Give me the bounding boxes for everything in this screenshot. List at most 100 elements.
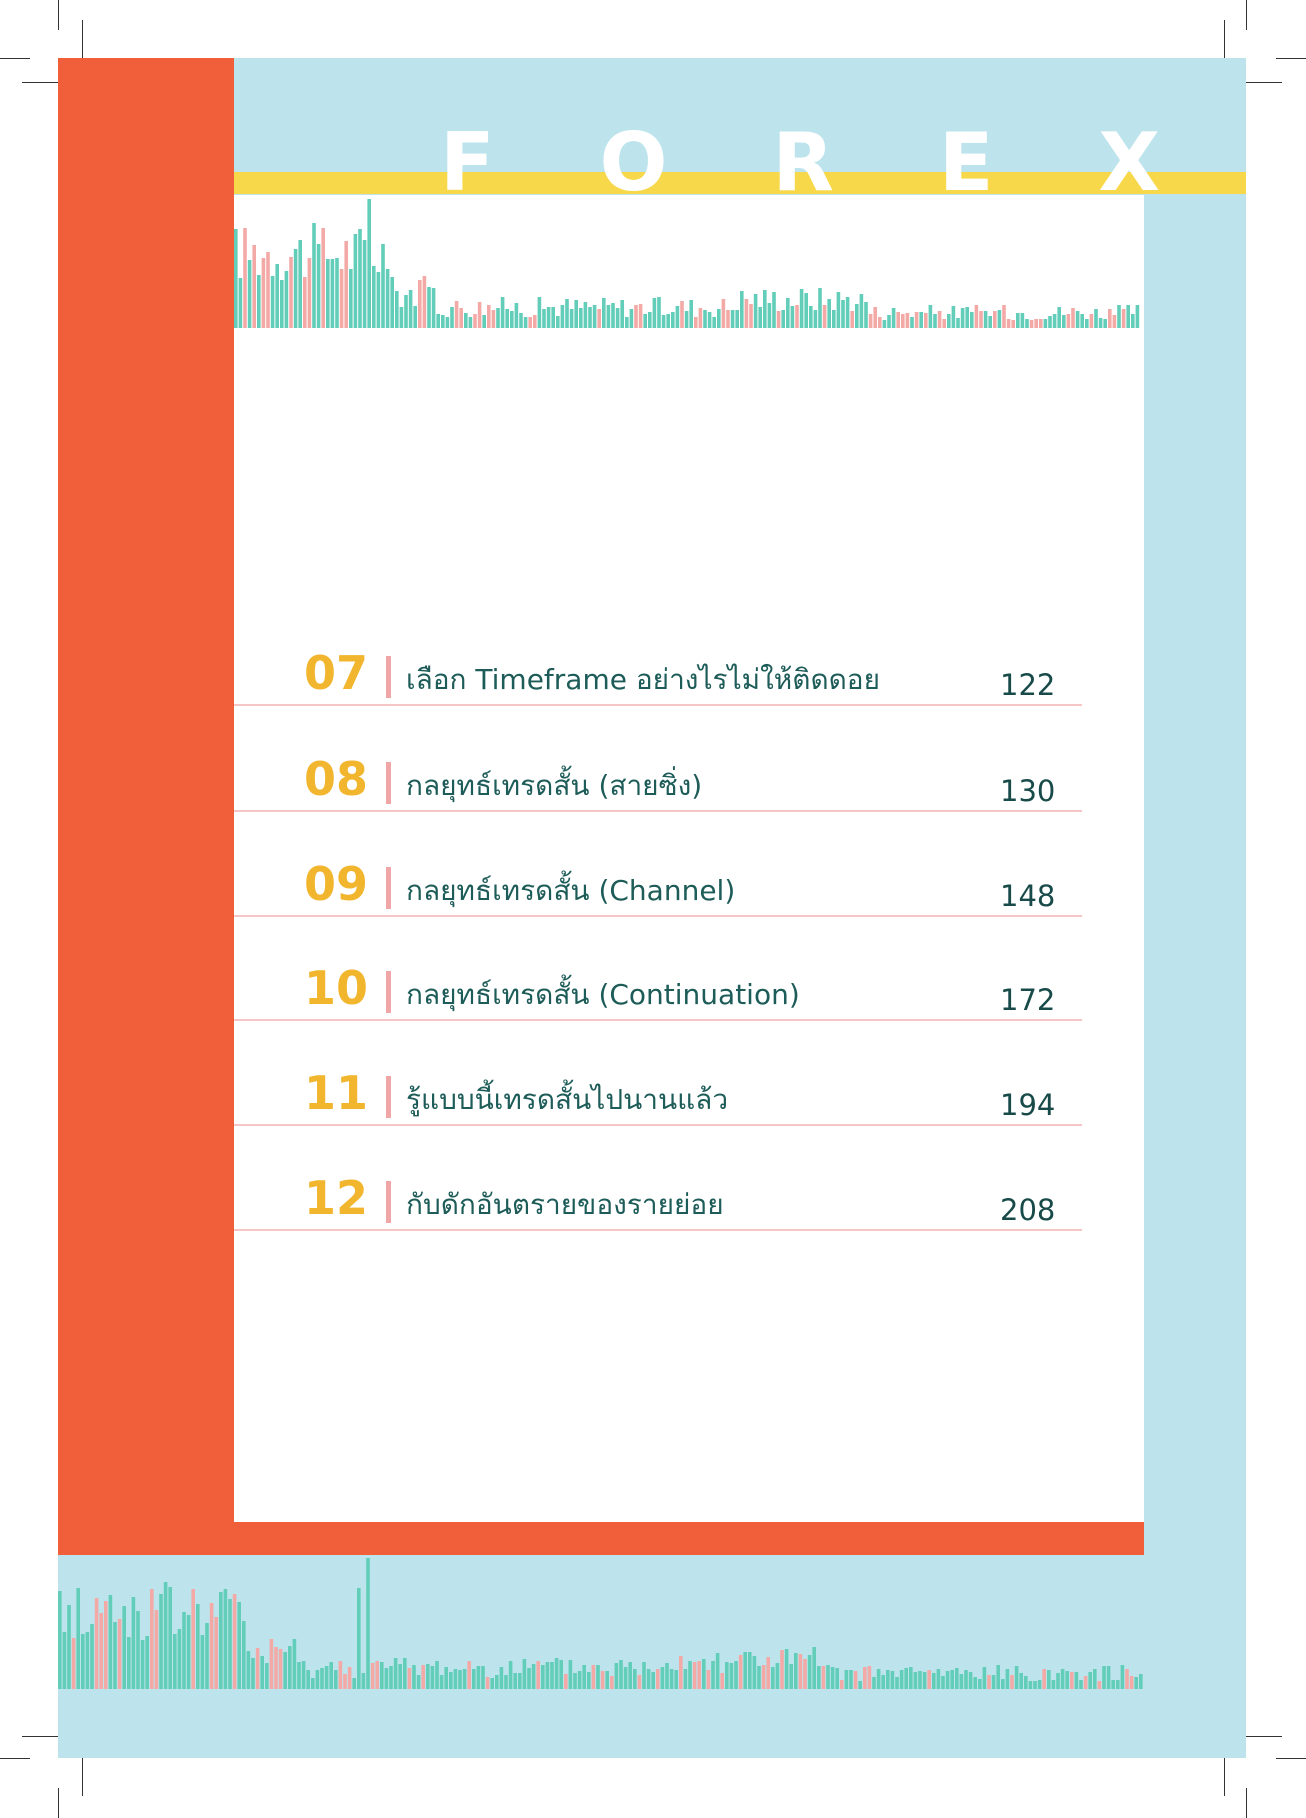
decorative-bar bbox=[583, 302, 588, 328]
decorative-bar bbox=[1083, 1676, 1088, 1689]
chapter-title: กลยุทธ์เทรดสั้น (Channel) bbox=[406, 874, 736, 907]
decorative-bar bbox=[366, 1558, 370, 1689]
decorative-bar bbox=[545, 1662, 550, 1689]
decorative-bar bbox=[390, 277, 394, 328]
decorative-bar bbox=[850, 311, 854, 328]
toc-item[interactable]: 08 กลยุทธ์เทรดสั้น (สายซิ่ง) 130 bbox=[234, 726, 1082, 812]
chapter-title: รู้แบบนี้เทรดสั้นไปนานแล้ว bbox=[406, 1083, 729, 1116]
decorative-bar bbox=[813, 310, 818, 328]
decorative-bar bbox=[450, 307, 454, 328]
decorative-bar bbox=[528, 317, 532, 328]
row-divider bbox=[234, 704, 1082, 706]
decorative-bar bbox=[140, 1640, 145, 1689]
decorative-bar bbox=[154, 1610, 159, 1689]
decorative-bar bbox=[835, 1668, 839, 1689]
decorative-bar bbox=[643, 314, 647, 328]
decorative-bar bbox=[596, 1665, 600, 1689]
decorative-bar bbox=[606, 305, 611, 328]
decorative-bar bbox=[1001, 1679, 1005, 1689]
decorative-bar bbox=[587, 1672, 591, 1689]
decorative-bar bbox=[1108, 309, 1112, 328]
toc-item[interactable]: 10 กลยุทธ์เทรดสั้น (Continuation) 172 bbox=[234, 935, 1082, 1021]
decorative-bar bbox=[602, 298, 606, 328]
decorative-bar bbox=[421, 1665, 425, 1689]
decorative-bar bbox=[99, 1613, 103, 1689]
decorative-bar bbox=[407, 1668, 412, 1689]
decorative-bar bbox=[744, 299, 749, 328]
decorative-bar bbox=[740, 291, 744, 328]
decorative-bar bbox=[688, 1661, 692, 1689]
toc-item[interactable]: 07 เลือก Timeframe อย่างไรไม่ให้ติดดอย 1… bbox=[234, 620, 1082, 706]
decorative-bar bbox=[413, 306, 417, 328]
chapter-number: 07 bbox=[304, 646, 369, 700]
crop-mark bbox=[82, 1756, 83, 1796]
decorative-bar bbox=[895, 1677, 899, 1689]
decorative-bar-pattern-top bbox=[234, 199, 1140, 328]
chapter-number: 09 bbox=[304, 857, 369, 911]
decorative-bar bbox=[352, 1678, 356, 1689]
decorative-bar bbox=[864, 302, 868, 328]
decorative-bar bbox=[809, 306, 813, 328]
toc-item[interactable]: 09 กลยุทธ์เทรดสั้น (Channel) 148 bbox=[234, 831, 1082, 917]
decorative-bar bbox=[568, 1660, 573, 1689]
decorative-bar bbox=[491, 310, 496, 328]
decorative-bar bbox=[1126, 305, 1130, 328]
decorative-bar bbox=[766, 1657, 770, 1689]
decorative-bar bbox=[1029, 320, 1034, 328]
decorative-bar bbox=[991, 1675, 996, 1689]
decorative-bar bbox=[500, 297, 505, 328]
decorative-bar bbox=[403, 1658, 407, 1689]
decorative-bar bbox=[551, 307, 555, 328]
page-number: 122 bbox=[1000, 668, 1056, 702]
decorative-bar bbox=[550, 1662, 554, 1689]
decorative-bar bbox=[445, 317, 450, 328]
decorative-bar bbox=[1134, 1677, 1138, 1689]
decorative-bar bbox=[955, 1668, 959, 1689]
decorative-bar bbox=[431, 288, 436, 328]
decorative-bar bbox=[1089, 314, 1094, 328]
decorative-bar bbox=[565, 299, 569, 328]
decorative-bar bbox=[177, 1629, 182, 1689]
decorative-bar bbox=[826, 1665, 830, 1689]
decorative-bar bbox=[467, 1661, 471, 1689]
decorative-bar bbox=[297, 1662, 301, 1689]
decorative-bar bbox=[1106, 1666, 1111, 1689]
decorative-bar bbox=[1131, 314, 1135, 328]
decorative-bar bbox=[556, 316, 560, 328]
decorative-bar bbox=[1139, 1674, 1143, 1689]
decorative-bar bbox=[666, 314, 670, 328]
decorative-bar bbox=[542, 309, 546, 328]
decorative-bar bbox=[611, 303, 615, 328]
decorative-bar bbox=[108, 1595, 113, 1689]
decorative-bar bbox=[459, 308, 463, 328]
decorative-bar bbox=[329, 1662, 333, 1689]
decorative-bar bbox=[1093, 1669, 1097, 1689]
decorative-bar bbox=[487, 305, 491, 328]
decorative-bar bbox=[384, 1668, 389, 1689]
decorative-bar bbox=[395, 291, 399, 328]
decorative-bar bbox=[338, 1661, 343, 1689]
decorative-bar bbox=[933, 314, 937, 328]
toc-item[interactable]: 11 รู้แบบนี้เทรดสั้นไปนานแล้ว 194 bbox=[234, 1040, 1082, 1126]
decorative-bar bbox=[1020, 313, 1025, 328]
decorative-bar bbox=[439, 1675, 444, 1689]
decorative-bar bbox=[646, 1669, 651, 1689]
decorative-bar bbox=[656, 1669, 660, 1689]
decorative-bar bbox=[620, 300, 624, 328]
decorative-bar bbox=[927, 1670, 931, 1689]
decorative-bar bbox=[1028, 1681, 1033, 1689]
decorative-bar bbox=[173, 1634, 177, 1689]
decorative-bar bbox=[941, 1676, 945, 1689]
decorative-bar bbox=[665, 1663, 669, 1689]
decorative-bar bbox=[899, 1670, 904, 1689]
decorative-bar bbox=[775, 1663, 780, 1689]
page-number: 208 bbox=[1000, 1193, 1056, 1227]
white-content-panel bbox=[234, 195, 1144, 1522]
decorative-bar bbox=[942, 319, 946, 328]
decorative-bar bbox=[996, 1665, 1000, 1689]
title-letter: O bbox=[599, 116, 668, 209]
decorative-bar bbox=[357, 1588, 361, 1689]
decorative-bar bbox=[743, 1652, 747, 1689]
decorative-bar bbox=[324, 1666, 329, 1689]
toc-item[interactable]: 12 กับดักอันตรายของรายย่อย 208 bbox=[234, 1145, 1082, 1231]
